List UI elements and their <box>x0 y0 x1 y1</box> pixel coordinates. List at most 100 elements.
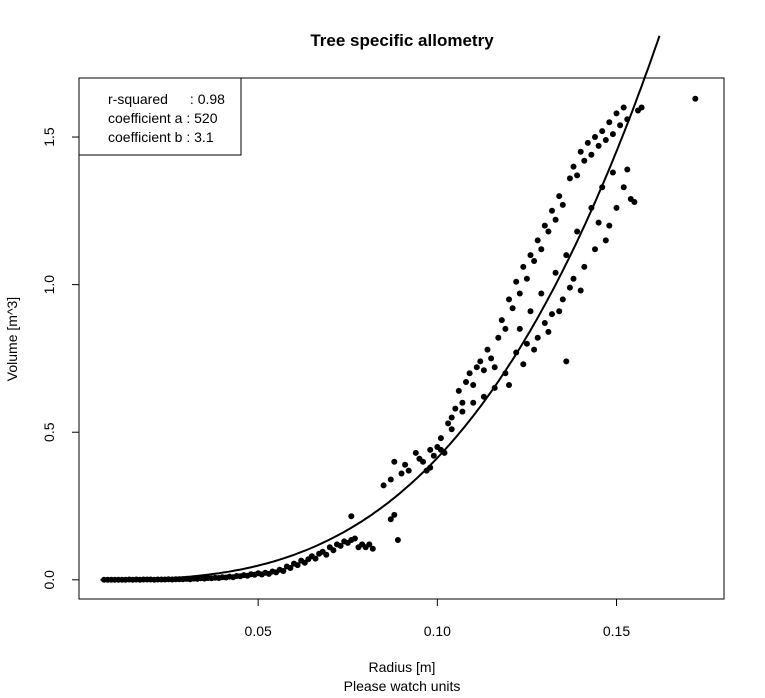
y-axis-label: Volume [m^3] <box>4 297 20 381</box>
data-point <box>566 175 573 182</box>
data-point <box>523 340 530 347</box>
data-point <box>387 476 394 483</box>
data-point <box>559 201 566 208</box>
data-point <box>351 535 358 542</box>
legend-box <box>78 77 242 156</box>
data-point <box>527 252 534 259</box>
data-point <box>452 405 459 412</box>
legend-line: r-squared: 0.98 <box>108 91 225 107</box>
data-point <box>556 308 563 315</box>
x-axis-label: Radius [m] <box>369 659 436 675</box>
data-point <box>592 246 598 253</box>
data-point <box>613 110 620 117</box>
legend-separator: : <box>182 129 194 145</box>
data-point <box>387 516 394 523</box>
data-point <box>606 222 613 229</box>
data-point <box>581 157 588 164</box>
data-point <box>513 278 520 285</box>
data-point <box>631 199 638 205</box>
legend-label: coefficient a <box>108 110 183 126</box>
data-point <box>556 193 563 200</box>
data-point <box>527 308 534 315</box>
data-point <box>459 399 466 406</box>
data-point <box>599 128 606 135</box>
x-tick-label: 0.15 <box>603 623 630 639</box>
legend-separator: : <box>190 91 198 107</box>
data-point <box>574 172 581 179</box>
data-point <box>545 228 552 235</box>
data-point <box>412 449 419 456</box>
data-point <box>577 148 584 155</box>
data-point <box>495 334 502 341</box>
data-point <box>574 228 581 235</box>
data-point <box>477 358 484 365</box>
data-point <box>430 452 437 459</box>
y-tick-label: 1.5 <box>41 127 57 147</box>
data-point <box>294 562 301 569</box>
data-point <box>455 387 462 394</box>
data-point <box>448 414 455 421</box>
data-point <box>323 551 330 558</box>
data-point <box>488 355 495 362</box>
data-points <box>101 95 699 583</box>
data-point <box>563 358 570 365</box>
data-point <box>620 184 627 191</box>
data-point <box>638 104 645 111</box>
data-point <box>570 275 577 282</box>
data-point <box>287 565 294 571</box>
data-point <box>394 537 401 543</box>
data-point <box>480 367 487 374</box>
data-point <box>595 142 602 149</box>
data-point <box>516 290 523 297</box>
data-point <box>595 219 602 226</box>
data-point <box>473 364 480 371</box>
x-tick-label: 0.05 <box>245 623 272 639</box>
data-point <box>463 379 469 385</box>
data-point <box>609 131 616 138</box>
legend-value: 3.1 <box>194 129 214 145</box>
data-point <box>491 364 498 371</box>
x-axis: 0.05 0.10 0.15 <box>245 599 630 639</box>
data-point <box>692 95 699 102</box>
data-point <box>398 470 405 477</box>
data-point <box>602 137 609 143</box>
data-point <box>559 296 566 303</box>
data-point <box>516 325 523 332</box>
data-point <box>405 467 412 474</box>
data-point <box>506 382 512 388</box>
data-point <box>448 426 455 433</box>
data-point <box>523 275 530 282</box>
data-point <box>570 163 577 170</box>
data-point <box>391 458 398 465</box>
data-point <box>330 547 337 554</box>
data-point <box>420 458 426 465</box>
chart-title: Tree specific allometry <box>310 31 494 50</box>
data-point <box>312 555 319 562</box>
legend-line: coefficient a : 520 <box>108 110 218 126</box>
data-point <box>531 346 538 353</box>
legend-value: 0.98 <box>198 91 225 107</box>
data-point <box>470 399 477 406</box>
data-point <box>577 287 584 294</box>
data-point <box>348 513 355 520</box>
data-point <box>541 320 548 326</box>
y-axis: 0.0 0.5 1.0 1.5 <box>41 127 79 590</box>
data-point <box>609 169 616 176</box>
data-point <box>552 269 559 276</box>
data-point <box>402 461 409 468</box>
data-point <box>549 311 555 318</box>
data-point <box>606 119 613 126</box>
legend-separator: : <box>182 110 194 126</box>
legend-label: coefficient b <box>108 129 183 145</box>
data-point <box>337 542 344 549</box>
data-point <box>624 166 631 173</box>
data-point <box>391 511 398 518</box>
data-point <box>470 382 477 388</box>
y-tick-label: 1.0 <box>41 275 57 295</box>
data-point <box>552 216 559 223</box>
data-point <box>566 284 573 291</box>
data-point <box>584 139 591 146</box>
data-point <box>531 258 538 264</box>
legend-value: 520 <box>194 110 218 126</box>
